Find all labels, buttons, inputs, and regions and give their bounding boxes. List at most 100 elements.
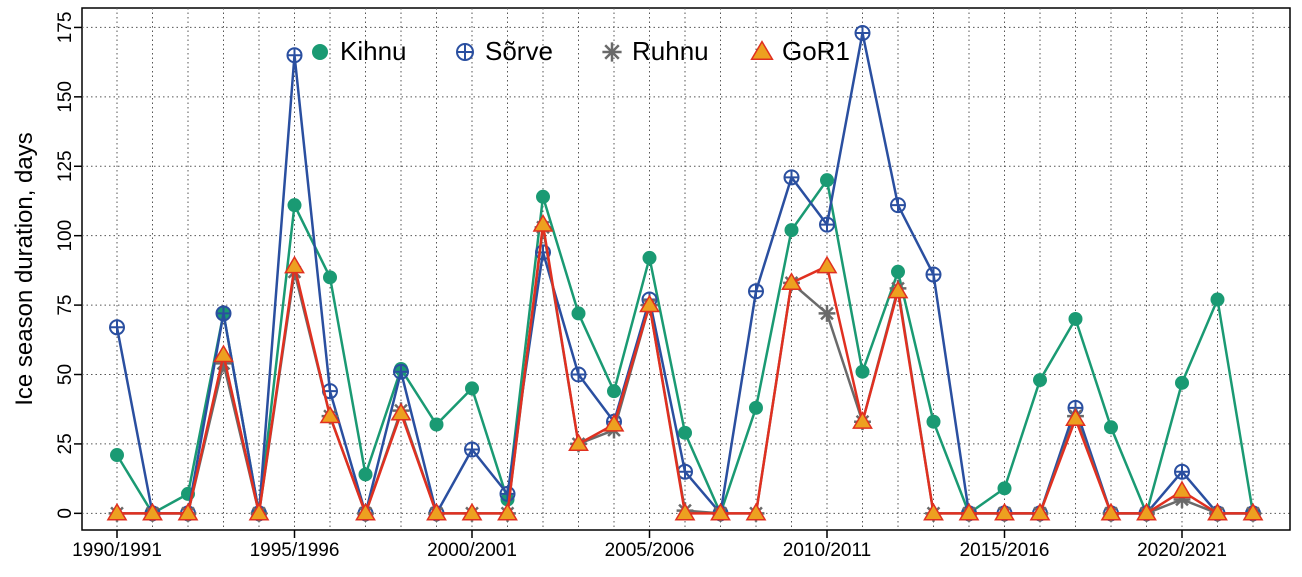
marker-shape: [323, 270, 337, 285]
y-tick-label: 150: [55, 81, 76, 113]
marker-shape: [784, 223, 799, 238]
marker-shape: [926, 267, 941, 282]
data-point: [819, 216, 835, 233]
y-tick-label: 50: [55, 364, 76, 385]
data-point: [142, 502, 163, 521]
x-tick-label: 2010/2011: [783, 540, 871, 561]
data-point: [1033, 373, 1047, 388]
marker-shape: [500, 486, 515, 501]
marker-shape: [674, 502, 696, 521]
y-tick-label: 125: [55, 150, 76, 182]
data-point: [674, 502, 696, 521]
marker-shape: [997, 481, 1012, 496]
data-point: [215, 355, 232, 372]
marker-shape: [287, 48, 302, 63]
marker-shape: [1175, 375, 1189, 390]
marker-shape: [891, 264, 905, 279]
y-tick-label: 100: [55, 220, 76, 252]
legend-label: Ruhnu: [632, 36, 709, 66]
data-point: [286, 47, 303, 64]
data-point: [748, 283, 764, 300]
data-point: [106, 502, 128, 521]
plot-frame: [81, 7, 1291, 531]
data-point: [818, 305, 836, 322]
data-point: [958, 502, 980, 521]
marker-shape: [820, 217, 834, 232]
data-point: [499, 485, 516, 502]
marker-shape: [287, 198, 302, 213]
marker-shape: [816, 255, 838, 274]
marker-shape: [602, 42, 622, 62]
x-tick-label: 2020/2021: [1137, 540, 1227, 561]
data-point: [390, 402, 412, 421]
marker-shape: [1033, 373, 1047, 388]
data-point: [571, 306, 586, 321]
data-point: [1068, 311, 1083, 326]
data-point: [248, 502, 270, 521]
marker-shape: [603, 413, 625, 432]
x-tick-label: 1990/1991: [72, 540, 162, 561]
data-point: [1242, 502, 1264, 521]
marker-shape: [312, 44, 328, 60]
data-point: [1065, 408, 1086, 427]
marker-shape: [745, 502, 767, 521]
data-point: [854, 24, 871, 41]
marker-shape: [710, 502, 731, 521]
data-point: [891, 264, 905, 279]
marker-shape: [1100, 502, 1122, 521]
marker-shape: [571, 367, 586, 382]
marker-shape: [497, 502, 518, 521]
marker-shape: [319, 405, 341, 424]
marker-shape: [1171, 480, 1193, 499]
data-point: [1171, 480, 1193, 499]
data-point: [820, 173, 834, 188]
x-tick-label: 2005/2006: [605, 540, 695, 561]
data-point: [532, 213, 554, 232]
marker-shape: [390, 402, 412, 421]
data-point: [323, 270, 337, 285]
marker-shape: [1173, 491, 1191, 508]
data-point: [570, 366, 587, 383]
x-tick-label: 2000/2001: [427, 540, 517, 561]
data-point: [1174, 463, 1190, 480]
marker-shape: [749, 284, 763, 299]
marker-shape: [749, 400, 763, 415]
marker-shape: [887, 280, 909, 299]
marker-shape: [142, 502, 163, 521]
data-point: [745, 502, 767, 521]
data-point: [1029, 502, 1051, 521]
data-point: [852, 411, 873, 429]
marker-shape: [607, 384, 621, 399]
marker-shape: [678, 425, 692, 440]
data-point: [607, 384, 621, 399]
data-point: [461, 502, 483, 521]
data-point: [319, 405, 341, 424]
marker-shape: [1242, 502, 1264, 521]
data-point: [781, 272, 802, 291]
y-tick-label: 0: [55, 508, 76, 519]
marker-shape: [394, 364, 408, 379]
marker-shape: [110, 448, 124, 463]
marker-shape: [820, 173, 834, 188]
data-point: [642, 250, 657, 265]
data-point: [710, 502, 731, 521]
marker-shape: [784, 170, 799, 185]
marker-shape: [639, 294, 660, 313]
data-point: [109, 319, 125, 336]
marker-shape: [110, 320, 124, 335]
marker-shape: [461, 502, 483, 521]
x-tick-label: 2015/2016: [960, 540, 1050, 561]
marker-shape: [1136, 502, 1157, 521]
marker-shape: [1207, 502, 1228, 521]
marker-shape: [355, 502, 376, 521]
data-point: [816, 255, 838, 274]
marker-shape: [1068, 311, 1083, 326]
marker-shape: [106, 502, 128, 521]
legend-marker: [602, 42, 622, 62]
data-point: [215, 305, 232, 322]
marker-shape: [855, 364, 870, 379]
marker-shape: [465, 442, 479, 457]
data-point: [749, 400, 763, 415]
marker-shape: [781, 272, 802, 291]
data-point: [783, 169, 800, 186]
